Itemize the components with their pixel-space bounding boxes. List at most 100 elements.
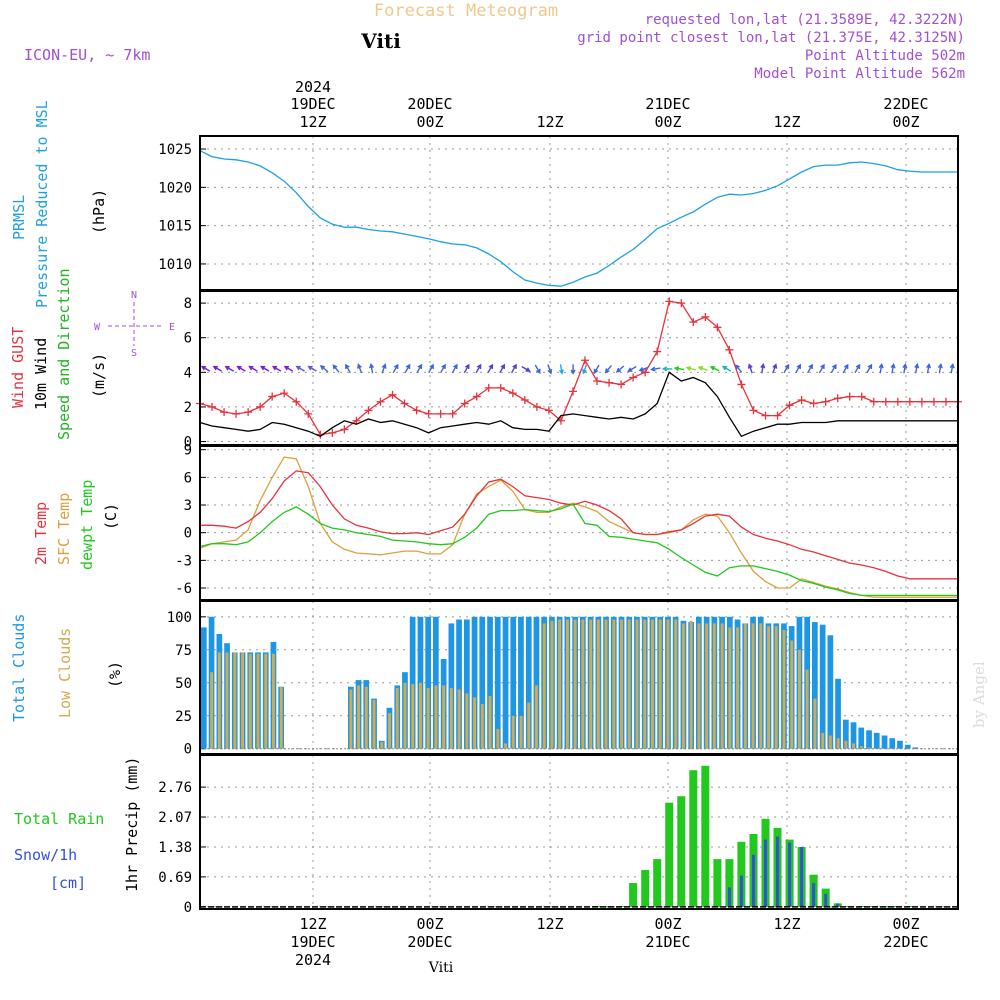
low-clouds-bar xyxy=(210,672,214,749)
clouds-panel: 0 25 50 75 100 xyxy=(167,600,959,758)
wind-direction-arrow xyxy=(369,362,375,374)
wind-direction-arrow xyxy=(818,363,825,374)
bottom-time-label: 00Z xyxy=(416,915,443,933)
gust-marker xyxy=(292,397,301,406)
pressure-unit: (hPa) xyxy=(90,189,108,234)
wind-direction-arrow xyxy=(760,362,766,374)
rain-bar xyxy=(677,796,686,907)
total-clouds-bar xyxy=(464,619,470,749)
temp2m-label: 2m Temp xyxy=(32,502,50,565)
low-clouds-bar xyxy=(798,649,801,749)
low-clouds-bar xyxy=(241,652,244,749)
meteogram-title: Forecast Meteogram xyxy=(374,1,558,21)
snow-bar xyxy=(776,836,779,907)
wind-direction-arrow xyxy=(926,362,932,374)
total-clouds-bar xyxy=(502,616,509,749)
gust-marker xyxy=(857,392,866,401)
precip-frame xyxy=(199,754,959,910)
gust-marker xyxy=(677,299,686,308)
wind-direction-arrow xyxy=(283,365,294,372)
gust-marker xyxy=(809,399,818,408)
bottom-time-label: 12Z xyxy=(299,915,326,933)
rain-bar xyxy=(629,883,638,907)
low-clouds-bar xyxy=(828,735,832,749)
low-clouds-bar xyxy=(535,685,538,749)
gust-marker xyxy=(484,383,493,392)
clouds-ytick-label-2: 50 xyxy=(175,676,192,692)
dewpt-label: dewpt Temp xyxy=(78,480,96,570)
total-clouds-bar xyxy=(897,740,903,749)
total-clouds-bar xyxy=(827,635,834,749)
gust-marker xyxy=(845,392,854,401)
top-time-label: 00Z xyxy=(416,113,443,131)
wind-direction-arrow xyxy=(236,365,246,372)
low-clouds-bar xyxy=(589,619,593,749)
wind-direction-arrow xyxy=(937,362,943,374)
low-clouds-bar xyxy=(697,623,701,749)
wind-direction-arrow xyxy=(582,364,588,375)
total-clouds-bar xyxy=(494,616,501,749)
temp-plot-bg xyxy=(200,446,958,600)
precip-ytick-label-0: 0 xyxy=(184,900,192,916)
wind-direction-arrow xyxy=(783,363,790,374)
wind-ytick-label-3: 6 xyxy=(184,331,192,347)
rain-label: Total Rain xyxy=(14,810,104,828)
low-clouds-bar xyxy=(542,623,546,749)
low-clouds-bar xyxy=(774,626,778,749)
bottom-time-label: 12Z xyxy=(773,915,800,933)
total-clouds-bar xyxy=(409,616,416,749)
gust-marker xyxy=(749,406,758,415)
gust-marker xyxy=(556,416,565,425)
low-clouds-bar xyxy=(434,685,438,749)
gust-marker xyxy=(220,408,229,417)
gust-marker xyxy=(376,397,385,406)
wind-direction-arrow xyxy=(878,362,884,374)
gust-marker xyxy=(532,402,541,411)
pressure-ytick-label-1: 1015 xyxy=(158,219,192,235)
watermark: by Angel xyxy=(970,661,988,728)
wind-direction-arrow xyxy=(345,363,351,374)
compass-e: E xyxy=(169,322,175,333)
wind-direction-arrow xyxy=(200,365,211,372)
snow-bar xyxy=(727,887,731,907)
snow-label: Snow/1h xyxy=(14,846,77,864)
wind-direction-arrow xyxy=(475,363,482,374)
snow-bar xyxy=(764,839,767,907)
precip-ylabel: 1hr Precip (mm) xyxy=(123,757,141,892)
low-clouds-bar xyxy=(767,626,770,749)
pressure-line xyxy=(199,150,958,287)
total-clouds-bar xyxy=(201,627,207,749)
low-clouds-bar xyxy=(682,623,685,749)
info-line-2: grid point closest lon,lat (21.375E, 42.… xyxy=(577,30,965,46)
wind-direction-arrow xyxy=(451,363,458,374)
low-clouds-bar xyxy=(395,688,399,749)
gust-marker xyxy=(593,376,602,385)
top-time-label: 12Z xyxy=(536,113,563,131)
wind-line xyxy=(199,371,958,438)
wind-direction-arrow xyxy=(830,363,837,374)
wind-ytick-label-4: 8 xyxy=(184,296,192,312)
total-clouds-bar xyxy=(433,616,439,749)
low-clouds-bar xyxy=(217,652,221,749)
pressure-label-desc: Pressure Reduced to MSL xyxy=(33,100,51,308)
gust-marker xyxy=(797,396,806,405)
wind-unit: (m/s) xyxy=(90,353,108,398)
gust-marker xyxy=(472,392,481,401)
wind-direction-arrow xyxy=(593,364,600,375)
wind-direction-arrow xyxy=(547,364,553,375)
wind-direction-arrow xyxy=(357,363,363,374)
rain-bar xyxy=(665,802,674,907)
low-clouds-bar xyxy=(790,640,794,749)
gust-marker xyxy=(400,399,409,408)
precip-ytick-label-2: 1.38 xyxy=(158,840,192,856)
wind-direction-arrow xyxy=(487,363,494,374)
gust-marker xyxy=(388,390,397,399)
wind-direction-arrow xyxy=(807,363,813,374)
low-clouds-bar xyxy=(674,619,678,749)
wind-direction-arrow xyxy=(772,363,778,374)
bottom-time-label: 20DEC xyxy=(407,933,452,951)
gust-marker xyxy=(496,383,505,392)
bottom-time-label: 21DEC xyxy=(645,933,690,951)
low-clouds-bar xyxy=(473,697,476,749)
gust-marker xyxy=(929,397,938,406)
